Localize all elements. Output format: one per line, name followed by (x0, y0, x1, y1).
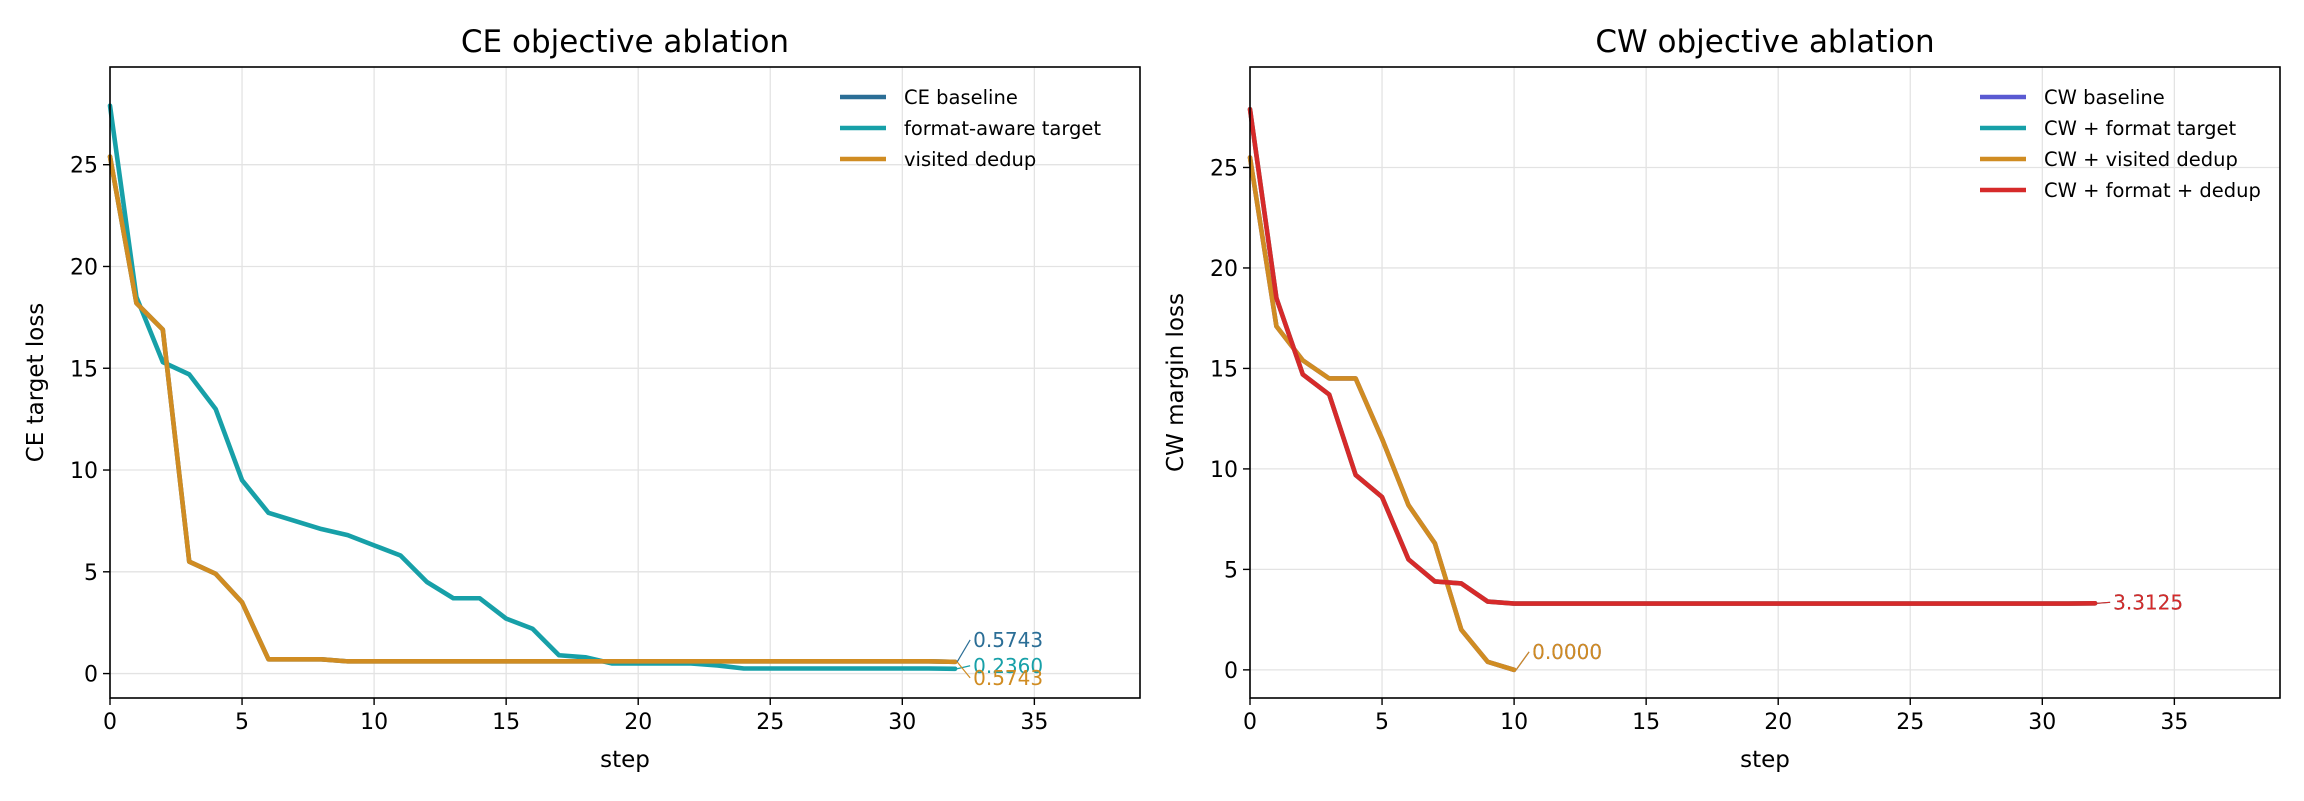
x-tick-label: 35 (1020, 710, 1048, 735)
y-tick-label: 10 (70, 459, 98, 484)
end-value-label: 3.3125 (2113, 590, 2183, 614)
y-tick-label: 0 (1224, 659, 1238, 684)
y-tick-label: 25 (70, 154, 98, 179)
y-tick-label: 15 (1210, 357, 1238, 382)
legend-label: CW + format target (2044, 117, 2237, 140)
end-value-label: 3.3125 (2113, 590, 2183, 614)
chart-panel-0: 0 5 10 15 20 25 30 35 0 5 10 15 20 25 CE objective abl… (23, 24, 1141, 773)
x-tick-label: 20 (624, 710, 652, 735)
end-value-label: 0.0000 (1532, 640, 1602, 664)
series-line-3 (1247, 106, 2098, 606)
y-tick-label: 5 (1224, 558, 1238, 583)
end-label-leader (956, 639, 971, 663)
chart-panel-1: 0 5 10 15 20 25 30 35 0 5 10 15 20 25 CW objective abl… (1163, 24, 2281, 773)
series-line-0 (107, 154, 958, 665)
x-tick-label: 30 (888, 710, 916, 735)
y-tick-label: 20 (1210, 257, 1238, 282)
chart-title: CE objective ablation (461, 24, 789, 60)
x-tick-label: 25 (1896, 710, 1924, 735)
y-tick-label: 0 (84, 663, 98, 688)
series-line-2 (107, 154, 958, 665)
end-label-leader (2097, 601, 2111, 604)
plot-frame (1249, 66, 2281, 699)
legend: CW baseline CW + format target CW + visite… (1980, 86, 2261, 202)
x-tick-label: 20 (1764, 710, 1792, 735)
chart-title: CW objective ablation (1595, 24, 1934, 60)
end-label-leader (1515, 651, 1530, 671)
end-value-label: 0.5743 (973, 666, 1043, 690)
end-value-label: 0.2360 (973, 654, 1043, 678)
y-tick-label: 10 (1210, 458, 1238, 483)
x-tick-label: 5 (1375, 710, 1389, 735)
x-tick-label: 10 (1500, 710, 1528, 735)
x-tick-label: 30 (2028, 710, 2056, 735)
y-tick-label: 15 (70, 357, 98, 382)
y-tick-label: 25 (1210, 156, 1238, 181)
x-axis-label: step (1740, 747, 1790, 773)
legend-label: CW + visited dedup (2044, 148, 2238, 171)
y-tick-label: 5 (84, 561, 98, 586)
legend-label: CW baseline (2044, 86, 2165, 109)
legend-label: CW + format + dedup (2044, 179, 2261, 202)
x-tick-label: 5 (235, 710, 249, 735)
series-line-1 (107, 103, 958, 672)
legend-label: format-aware target (904, 117, 1101, 140)
x-tick-label: 15 (1632, 710, 1660, 735)
x-tick-label: 0 (1243, 710, 1257, 735)
end-label-leader (956, 661, 971, 679)
x-tick-label: 10 (360, 710, 388, 735)
y-axis-label: CE target loss (23, 303, 49, 463)
series-line-1 (1247, 106, 2098, 606)
x-tick-label: 35 (2160, 710, 2188, 735)
x-tick-label: 25 (756, 710, 784, 735)
y-tick-label: 20 (70, 255, 98, 280)
x-tick-label: 0 (103, 710, 117, 735)
plot-frame (109, 66, 1141, 699)
end-label-leader (956, 665, 971, 670)
y-axis-label: CW margin loss (1163, 293, 1189, 472)
legend: CE baseline format-aware target visited de… (840, 86, 1101, 171)
x-tick-label: 15 (492, 710, 520, 735)
legend-label: visited dedup (904, 148, 1036, 171)
end-value-label: 0.5743 (973, 628, 1043, 652)
end-value-label: 0.0000 (1532, 640, 1602, 664)
legend-label: CE baseline (904, 86, 1018, 109)
x-axis-label: step (600, 747, 650, 773)
